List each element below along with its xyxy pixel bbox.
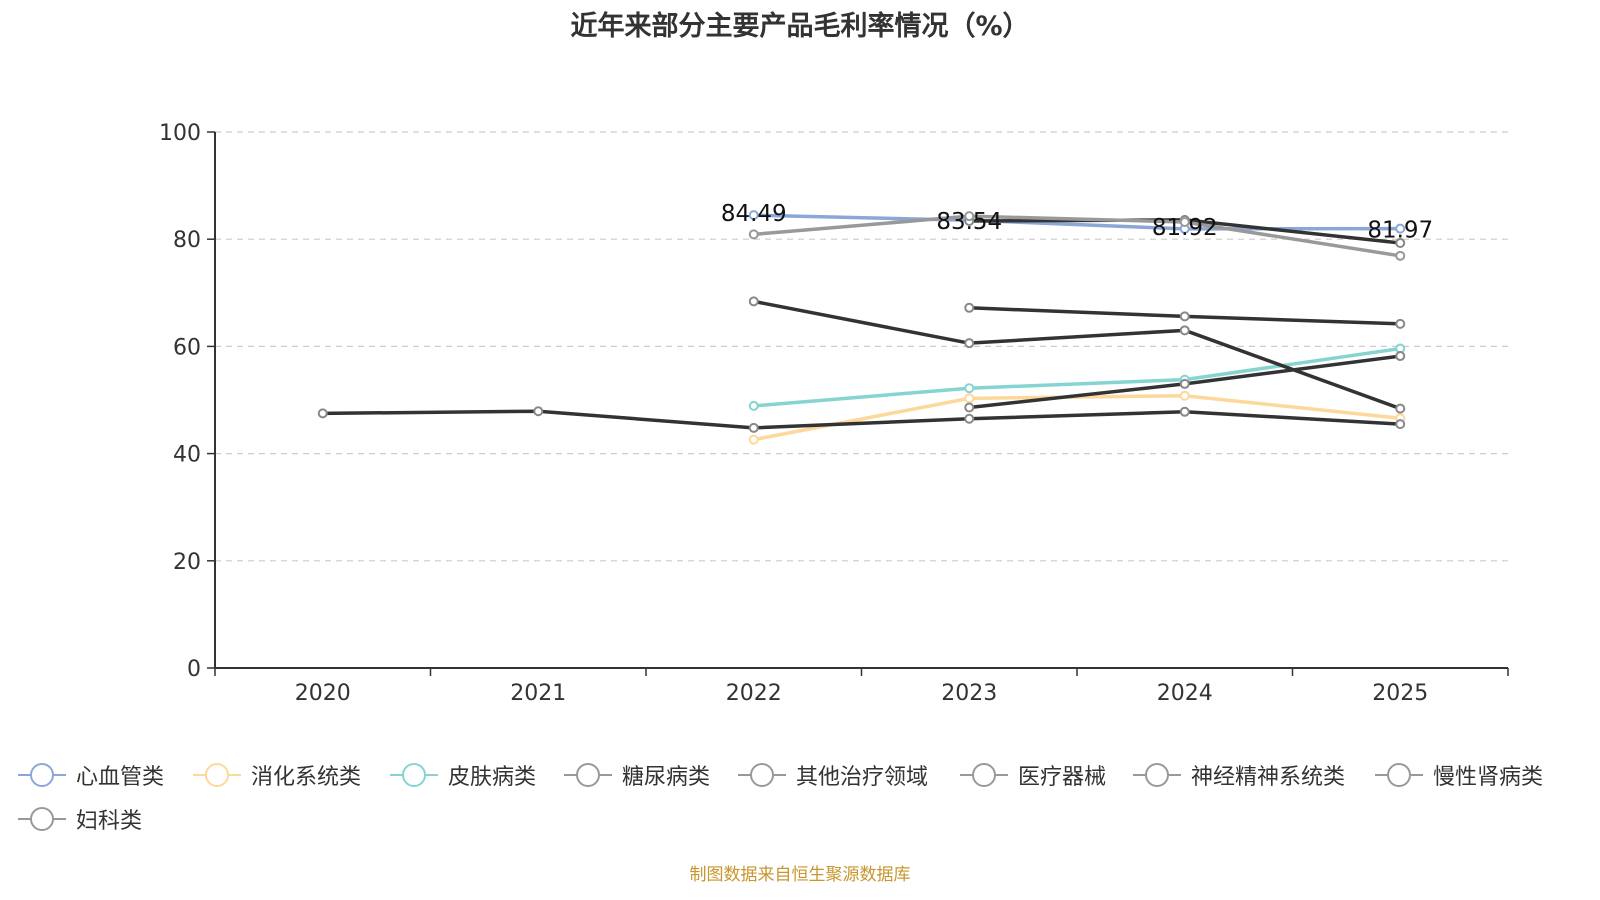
x-tick-label-2023: 2023 — [941, 681, 997, 706]
legend-swatch-icon — [564, 760, 612, 790]
data-point-糖尿病类-2024 — [1179, 311, 1190, 322]
gridlines — [215, 131, 1508, 562]
x-tick-label-2021: 2021 — [510, 681, 566, 706]
data-point-消化系统类-2023 — [964, 393, 975, 404]
series-line-妇科类 — [753, 214, 1401, 258]
legend-label: 皮肤病类 — [448, 765, 537, 790]
legend-item[interactable]: 消化系统类 — [193, 760, 361, 790]
legend-item[interactable]: 心血管类 — [18, 760, 164, 790]
data-point-糖尿病类-2025 — [1395, 318, 1406, 329]
legend-swatch-icon — [1375, 760, 1423, 790]
legend-label: 慢性肾病类 — [1433, 765, 1544, 790]
data-labels: 84.49 83.54 81.92 81.97 — [721, 201, 1433, 244]
chart-title: 近年来部分主要产品毛利率情况（%） — [570, 11, 1030, 42]
data-point-医疗器械-2025 — [1395, 403, 1406, 414]
legend-label: 医疗器械 — [1018, 765, 1107, 790]
legend-item[interactable]: 神经精神系统类 — [1133, 760, 1345, 790]
data-point-其他治疗领域-2022 — [748, 422, 759, 433]
y-tick-label-40: 40 — [173, 443, 201, 468]
data-point-糖尿病类-2023 — [964, 302, 975, 313]
data-point-医疗器械-2024 — [1179, 325, 1190, 336]
series-line-医疗器械 — [753, 299, 1401, 411]
series-神经精神系统类 — [964, 351, 1406, 413]
y-tick-label-100: 100 — [159, 121, 201, 146]
data-point-其他治疗领域-2023 — [964, 413, 975, 424]
legend-label: 心血管类 — [76, 765, 165, 790]
legend-swatch-icon — [960, 760, 1008, 790]
data-point-其他治疗领域-2021 — [533, 406, 544, 417]
legend-swatch-icon — [1133, 760, 1181, 790]
data-point-妇科类-2022 — [748, 229, 759, 240]
legend-label: 糖尿病类 — [622, 765, 711, 790]
data-label-心血管类-2022: 84.49 — [721, 201, 787, 227]
data-point-心血管类-2025 — [1395, 223, 1406, 234]
x-tick-label-2024: 2024 — [1157, 681, 1213, 706]
legend-swatch-icon — [18, 760, 66, 790]
series-line-皮肤病类 — [753, 346, 1401, 408]
y-tick-label-0: 0 — [187, 657, 201, 682]
series-lines — [317, 210, 1406, 445]
x-tick-label-2020: 2020 — [295, 681, 351, 706]
series-其他治疗领域 — [317, 406, 1406, 433]
legend-label: 消化系统类 — [251, 765, 362, 790]
legend-label: 其他治疗领域 — [796, 765, 929, 790]
axes: 0 20 40 60 80 100 2020 2021 2022 2023 2024 2025 — [159, 121, 1509, 706]
series-line-心血管类 — [753, 213, 1401, 231]
data-label-心血管类-2023: 83.54 — [936, 209, 1002, 235]
data-point-其他治疗领域-2025 — [1395, 419, 1406, 430]
y-tick-label-80: 80 — [173, 228, 201, 253]
legend-swatch-icon — [738, 760, 786, 790]
line-chart: 0 20 40 60 80 100 2020 2021 2022 2023 2024 2025 84.… — [159, 121, 1509, 706]
legend-item[interactable]: 其他治疗领域 — [738, 760, 928, 790]
data-point-慢性肾病类-2025 — [1395, 237, 1406, 248]
legend-item[interactable]: 慢性肾病类 — [1375, 760, 1543, 790]
data-point-消化系统类-2022 — [748, 434, 759, 445]
legend-item[interactable]: 皮肤病类 — [390, 760, 536, 790]
data-point-心血管类-2022 — [748, 210, 759, 221]
series-妇科类 — [748, 211, 1406, 261]
data-label-心血管类-2024: 81.92 — [1152, 215, 1218, 241]
data-point-皮肤病类-2023 — [964, 383, 975, 394]
x-tick-label-2022: 2022 — [726, 681, 782, 706]
data-point-医疗器械-2022 — [748, 296, 759, 307]
x-tick-label-2025: 2025 — [1372, 681, 1428, 706]
y-tick-label-60: 60 — [173, 335, 201, 360]
data-point-妇科类-2024 — [1179, 217, 1190, 228]
legend-item[interactable]: 妇科类 — [18, 804, 142, 834]
source-footer: 制图数据来自恒生聚源数据库 — [689, 865, 911, 885]
data-point-神经精神系统类-2023 — [964, 402, 975, 413]
data-point-医疗器械-2023 — [964, 338, 975, 349]
data-point-消化系统类-2024 — [1179, 390, 1190, 401]
data-point-神经精神系统类-2025 — [1395, 351, 1406, 362]
legend-item[interactable]: 糖尿病类 — [564, 760, 710, 790]
series-糖尿病类 — [964, 302, 1406, 329]
legend-label: 神经精神系统类 — [1191, 765, 1346, 790]
data-point-其他治疗领域-2024 — [1179, 406, 1190, 417]
series-心血管类 — [748, 210, 1406, 234]
data-point-妇科类-2023 — [964, 211, 975, 222]
data-point-神经精神系统类-2024 — [1179, 378, 1190, 389]
series-line-其他治疗领域 — [322, 409, 1401, 430]
data-point-妇科类-2025 — [1395, 250, 1406, 261]
y-tick-label-20: 20 — [173, 550, 201, 575]
series-皮肤病类 — [748, 343, 1406, 411]
legend-swatch-icon — [390, 760, 438, 790]
legend-label: 妇科类 — [76, 809, 143, 834]
legend-swatch-icon — [18, 804, 66, 834]
data-point-其他治疗领域-2020 — [317, 408, 328, 419]
data-point-皮肤病类-2022 — [748, 400, 759, 411]
legend-item[interactable]: 医疗器械 — [960, 760, 1106, 790]
data-label-心血管类-2025: 81.97 — [1367, 218, 1433, 244]
legend-swatch-icon — [193, 760, 241, 790]
